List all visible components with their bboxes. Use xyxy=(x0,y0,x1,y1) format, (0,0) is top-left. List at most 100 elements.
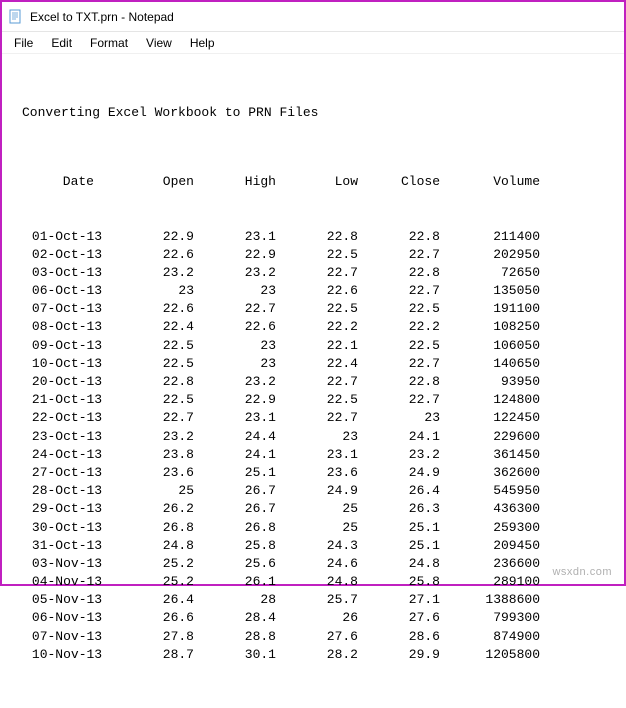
cell-date: 24-Oct-13 xyxy=(22,446,112,464)
cell-open: 22.5 xyxy=(112,391,194,409)
cell-volume: 211400 xyxy=(440,228,540,246)
cell-volume: 135050 xyxy=(440,282,540,300)
cell-volume: 106050 xyxy=(440,337,540,355)
cell-high: 24.1 xyxy=(194,446,276,464)
table-row: 03-Oct-1323.223.222.722.872650 xyxy=(22,264,616,282)
cell-volume: 361450 xyxy=(440,446,540,464)
cell-low: 22.7 xyxy=(276,409,358,427)
cell-close: 25.8 xyxy=(358,573,440,591)
cell-close: 27.1 xyxy=(358,591,440,609)
cell-open: 24.8 xyxy=(112,537,194,555)
table-row: 20-Oct-1322.823.222.722.893950 xyxy=(22,373,616,391)
cell-close: 22.7 xyxy=(358,391,440,409)
cell-close: 28.6 xyxy=(358,628,440,646)
cell-volume: 799300 xyxy=(440,609,540,627)
cell-low: 24.6 xyxy=(276,555,358,573)
cell-close: 22.7 xyxy=(358,246,440,264)
notepad-icon xyxy=(8,9,24,25)
cell-high: 23.1 xyxy=(194,409,276,427)
cell-date: 29-Oct-13 xyxy=(22,500,112,518)
table-header: Date Open High Low Close Volume xyxy=(22,173,616,191)
cell-high: 28.4 xyxy=(194,609,276,627)
cell-open: 23.2 xyxy=(112,264,194,282)
cell-low: 23.1 xyxy=(276,446,358,464)
menu-help[interactable]: Help xyxy=(182,34,223,52)
cell-date: 06-Oct-13 xyxy=(22,282,112,300)
cell-date: 05-Nov-13 xyxy=(22,591,112,609)
cell-date: 20-Oct-13 xyxy=(22,373,112,391)
table-row: 07-Oct-1322.622.722.522.5191100 xyxy=(22,300,616,318)
cell-date: 07-Nov-13 xyxy=(22,628,112,646)
text-content[interactable]: Converting Excel Workbook to PRN Files D… xyxy=(2,54,624,708)
menu-edit[interactable]: Edit xyxy=(43,34,80,52)
cell-low: 27.6 xyxy=(276,628,358,646)
cell-high: 26.7 xyxy=(194,482,276,500)
cell-date: 28-Oct-13 xyxy=(22,482,112,500)
cell-date: 30-Oct-13 xyxy=(22,519,112,537)
cell-high: 23.1 xyxy=(194,228,276,246)
cell-low: 28.2 xyxy=(276,646,358,664)
cell-date: 03-Oct-13 xyxy=(22,264,112,282)
cell-open: 23.2 xyxy=(112,428,194,446)
cell-open: 25.2 xyxy=(112,573,194,591)
content-heading: Converting Excel Workbook to PRN Files xyxy=(22,104,616,122)
cell-volume: 191100 xyxy=(440,300,540,318)
watermark: wsxdn.com xyxy=(552,566,612,578)
cell-close: 22.8 xyxy=(358,373,440,391)
cell-date: 03-Nov-13 xyxy=(22,555,112,573)
cell-date: 27-Oct-13 xyxy=(22,464,112,482)
cell-low: 25 xyxy=(276,519,358,537)
cell-high: 25.8 xyxy=(194,537,276,555)
cell-high: 26.8 xyxy=(194,519,276,537)
cell-high: 28 xyxy=(194,591,276,609)
cell-open: 22.5 xyxy=(112,337,194,355)
table-row: 01-Oct-1322.923.122.822.8211400 xyxy=(22,228,616,246)
cell-high: 23.2 xyxy=(194,373,276,391)
table-row: 06-Nov-1326.628.42627.6799300 xyxy=(22,609,616,627)
cell-low: 22.8 xyxy=(276,228,358,246)
cell-open: 22.7 xyxy=(112,409,194,427)
cell-open: 26.2 xyxy=(112,500,194,518)
cell-close: 23.2 xyxy=(358,446,440,464)
cell-close: 22.7 xyxy=(358,355,440,373)
col-header-volume: Volume xyxy=(440,173,540,191)
cell-volume: 436300 xyxy=(440,500,540,518)
cell-close: 26.3 xyxy=(358,500,440,518)
cell-close: 24.9 xyxy=(358,464,440,482)
cell-low: 23.6 xyxy=(276,464,358,482)
table-row: 30-Oct-1326.826.82525.1259300 xyxy=(22,519,616,537)
table-row: 21-Oct-1322.522.922.522.7124800 xyxy=(22,391,616,409)
cell-close: 24.8 xyxy=(358,555,440,573)
table-row: 07-Nov-1327.828.827.628.6874900 xyxy=(22,628,616,646)
cell-volume: 289100 xyxy=(440,573,540,591)
cell-open: 22.8 xyxy=(112,373,194,391)
cell-date: 02-Oct-13 xyxy=(22,246,112,264)
table-row: 23-Oct-1323.224.42324.1229600 xyxy=(22,428,616,446)
cell-high: 25.1 xyxy=(194,464,276,482)
cell-high: 22.9 xyxy=(194,246,276,264)
cell-high: 24.4 xyxy=(194,428,276,446)
cell-volume: 202950 xyxy=(440,246,540,264)
cell-volume: 93950 xyxy=(440,373,540,391)
cell-volume: 259300 xyxy=(440,519,540,537)
menu-format[interactable]: Format xyxy=(82,34,136,52)
menu-view[interactable]: View xyxy=(138,34,180,52)
cell-high: 25.6 xyxy=(194,555,276,573)
cell-close: 25.1 xyxy=(358,519,440,537)
cell-close: 22.8 xyxy=(358,228,440,246)
cell-open: 22.4 xyxy=(112,318,194,336)
cell-low: 22.5 xyxy=(276,391,358,409)
cell-high: 26.7 xyxy=(194,500,276,518)
cell-date: 31-Oct-13 xyxy=(22,537,112,555)
cell-open: 25 xyxy=(112,482,194,500)
cell-volume: 1205800 xyxy=(440,646,540,664)
cell-date: 10-Nov-13 xyxy=(22,646,112,664)
cell-volume: 72650 xyxy=(440,264,540,282)
col-header-high: High xyxy=(194,173,276,191)
cell-open: 27.8 xyxy=(112,628,194,646)
menubar: File Edit Format View Help xyxy=(2,32,624,54)
cell-close: 22.2 xyxy=(358,318,440,336)
cell-open: 28.7 xyxy=(112,646,194,664)
cell-open: 22.5 xyxy=(112,355,194,373)
menu-file[interactable]: File xyxy=(6,34,41,52)
